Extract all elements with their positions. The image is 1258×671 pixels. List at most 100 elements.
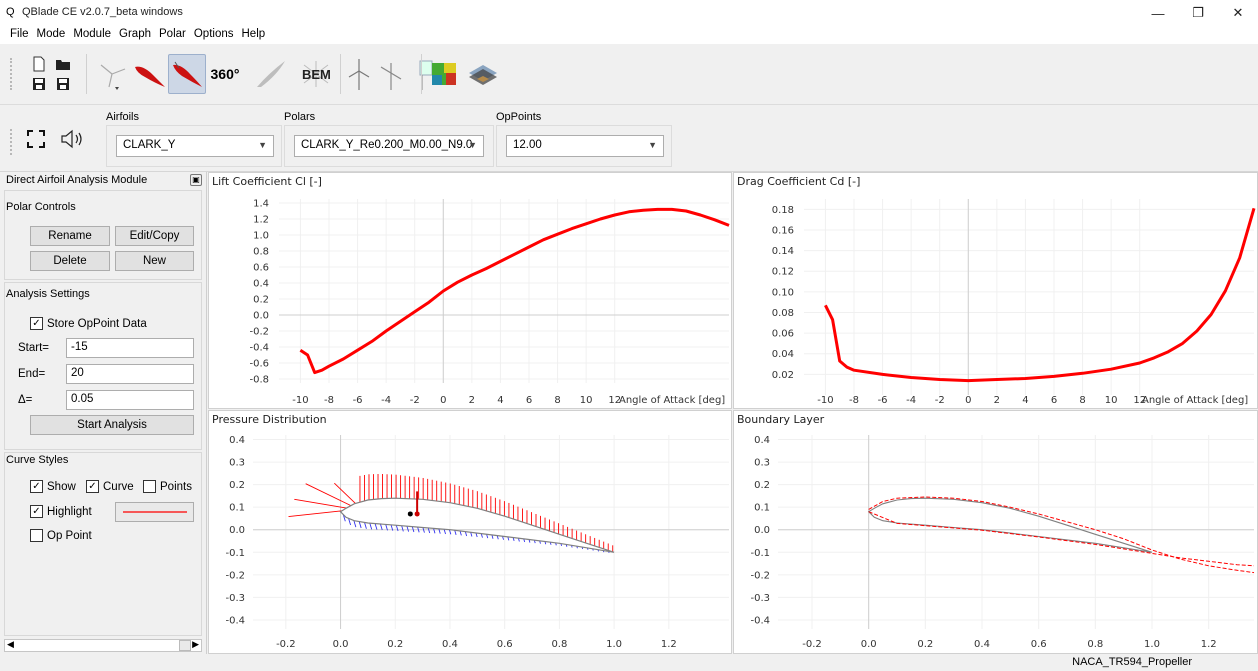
y-tick-label: 0.06 — [772, 329, 794, 340]
boundary-plot-canvas: -0.2 0.0 0.2 0.4 0.6 0.8 1.0 1.2 -0.4 -0.3 -0.2 -0.… — [750, 435, 1255, 650]
scroll-right-icon[interactable]: ▶ — [192, 639, 199, 649]
delete-button[interactable]: Delete — [30, 251, 110, 271]
line-style-button[interactable] — [115, 502, 194, 522]
selector-bar-grip[interactable] — [10, 129, 14, 155]
blade-gray-icon[interactable] — [252, 54, 292, 94]
vawt-turbine-icon[interactable] — [376, 54, 406, 94]
start-label: Start= — [18, 342, 50, 354]
y-tick-label: 0.4 — [229, 435, 245, 446]
save-as-icon[interactable] — [54, 76, 72, 92]
end-label: End= — [18, 368, 46, 380]
title-bar: Q QBlade CE v2.0.7_beta windows — ❐ ✕ — [0, 0, 1258, 26]
curve-styles-title: Curve Styles — [6, 454, 69, 466]
y-tick-label: 0.4 — [253, 279, 269, 290]
airfoils-combo[interactable]: CLARK_Y ▼ — [116, 135, 274, 157]
dock-float-icon[interactable]: ▣ — [190, 174, 202, 186]
oppoints-label: OpPoints — [496, 111, 542, 123]
dock-horizontal-scrollbar[interactable]: ◀ ▶ — [4, 639, 202, 652]
polar-controls-title: Polar Controls — [6, 201, 76, 213]
new-file-icon[interactable] — [30, 56, 48, 72]
blade-design-icon[interactable] — [92, 54, 132, 94]
environment-icon[interactable] — [466, 54, 500, 94]
drag-coefficient-plot[interactable]: Drag Coefficient Cd [-] -10 -8 -6 -4 -2 0 2 4 6 8… — [733, 172, 1258, 409]
start-input[interactable]: -15 — [66, 338, 194, 358]
y-tick-label: 1.0 — [253, 231, 269, 242]
y-tick-label: 0.6 — [253, 263, 269, 274]
end-input[interactable]: 20 — [66, 364, 194, 384]
x-tick-label: -4 — [906, 395, 916, 406]
start-analysis-button[interactable]: Start Analysis — [30, 415, 194, 435]
oppoints-combo-value: 12.00 — [513, 139, 542, 151]
open-folder-icon[interactable] — [54, 56, 72, 72]
y-tick-label: 0.08 — [772, 308, 794, 319]
y-tick-label: 0.1 — [229, 503, 245, 514]
x-tick-label: 0.4 — [974, 639, 990, 650]
polar-controls-section — [4, 190, 202, 280]
analysis-settings-title: Analysis Settings — [6, 288, 90, 300]
y-tick-label: 1.4 — [253, 199, 269, 210]
menu-polar[interactable]: Polar — [159, 28, 186, 40]
pressure-vector-lower — [395, 525, 399, 532]
analysis-settings-section — [4, 282, 202, 450]
pressure-vector-lower — [443, 529, 446, 535]
pressure-vector-lower — [464, 531, 468, 537]
x-tick-label: 2 — [994, 395, 1000, 406]
x-tick-label: 8 — [1079, 395, 1085, 406]
delta-input[interactable]: 0.05 — [66, 390, 194, 410]
pressure-vector-lower — [496, 535, 499, 540]
pressure-vector-lower — [459, 530, 462, 536]
menu-help[interactable]: Help — [241, 28, 266, 40]
x-tick-label: 4 — [1022, 395, 1028, 406]
toolbar-grip[interactable] — [10, 58, 14, 90]
polars-group — [284, 125, 494, 167]
highlight-checkbox[interactable]: ✓ Highlight — [30, 505, 92, 518]
x-tick-label: 0.4 — [442, 639, 458, 650]
lift-coefficient-plot[interactable]: Lift Coefficient Cl [-] -10 -8 -6 -4 -2 0 2 4 6 8… — [208, 172, 732, 409]
menu-options[interactable]: Options — [193, 28, 234, 40]
dock-title: Direct Airfoil Analysis Module — [6, 174, 148, 186]
status-project-name: NACA_TR594_Propeller — [1072, 656, 1192, 668]
minimize-button[interactable]: — — [1151, 5, 1165, 21]
y-tick-label: 0.14 — [772, 246, 794, 257]
airfoils-combo-value: CLARK_Y — [123, 139, 176, 151]
pressure-vector-lower — [401, 525, 404, 532]
x-tick-label: 10 — [1105, 395, 1118, 406]
menu-module[interactable]: Module — [73, 28, 112, 40]
scroll-thumb[interactable] — [179, 640, 191, 651]
close-button[interactable]: ✕ — [1232, 5, 1244, 20]
restore-button[interactable]: ❐ — [1192, 5, 1204, 20]
bem-icon[interactable]: BEM — [296, 54, 336, 94]
y-tick-label: -0.2 — [225, 570, 245, 581]
scroll-left-icon[interactable]: ◀ — [7, 639, 14, 649]
fullscreen-icon[interactable] — [24, 127, 48, 151]
x-tick-label: 6 — [526, 395, 532, 406]
curve-checkbox[interactable]: ✓ Curve — [86, 480, 134, 493]
show-checkbox[interactable]: ✓ Show — [30, 480, 76, 493]
menu-file[interactable]: File — [10, 28, 29, 40]
y-tick-label: 0.12 — [772, 267, 794, 278]
oppoints-combo[interactable]: 12.00 ▼ — [506, 135, 664, 157]
menu-mode[interactable]: Mode — [36, 28, 66, 40]
sound-icon[interactable] — [58, 127, 88, 151]
points-checkbox[interactable]: Points — [143, 480, 192, 493]
pressure-distribution-plot[interactable]: Pressure Distribution -0.2 0.0 0.2 0.4 0.6 0.… — [208, 410, 732, 654]
x-tick-label: 1.2 — [661, 639, 677, 650]
airfoil-design-icon[interactable] — [132, 54, 168, 94]
x-tick-label: 0.6 — [1031, 639, 1047, 650]
store-oppoint-checkbox[interactable]: ✓ Store OpPoint Data — [30, 317, 147, 330]
selector-bar: Airfoils CLARK_Y ▼ Polars CLARK_Y_Re0.20… — [0, 105, 1258, 172]
polar-360-button[interactable]: 360° — [210, 66, 240, 82]
boundary-layer-plot[interactable]: Boundary Layer -0.2 0.0 0.2 0.4 0.6 0.8 1.0 1.2… — [733, 410, 1258, 654]
polars-combo[interactable]: CLARK_Y_Re0.200_M0.00_N9.0 ▼ — [294, 135, 484, 157]
airfoil-analysis-icon[interactable] — [168, 54, 206, 94]
menu-graph[interactable]: Graph — [119, 28, 151, 40]
save-icon[interactable] — [30, 76, 48, 92]
y-tick-label: 0.10 — [772, 287, 794, 298]
main-toolbar: 360° BEM — [0, 44, 1258, 105]
new-button[interactable]: New — [115, 251, 194, 271]
edit-copy-button[interactable]: Edit/Copy — [115, 226, 194, 246]
windfield-icon[interactable] — [428, 54, 462, 94]
hawt-turbine-icon[interactable] — [344, 54, 374, 94]
rename-button[interactable]: Rename — [30, 226, 110, 246]
op-point-checkbox[interactable]: Op Point — [30, 529, 92, 542]
